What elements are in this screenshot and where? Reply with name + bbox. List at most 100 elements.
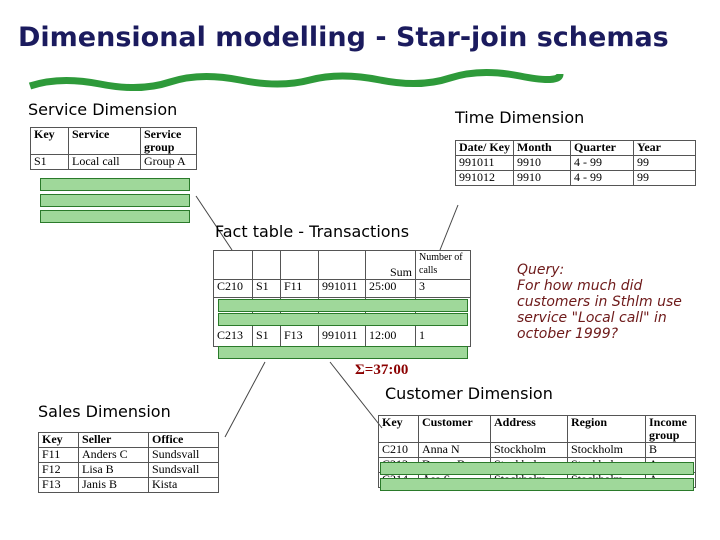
header-cell: Office <box>148 432 219 448</box>
header-cell: Seller <box>78 432 149 448</box>
connector <box>195 195 233 251</box>
header-cell <box>213 250 253 280</box>
cell: 9910 <box>513 170 571 186</box>
connector <box>439 204 459 251</box>
header-cell: Quarter <box>570 140 634 156</box>
cell: Lisa B <box>78 462 149 478</box>
query-text: For how much did customers in Sthlm use … <box>517 278 682 342</box>
table-header: Key Customer Address Region Income group <box>378 415 696 443</box>
table-row: 991011 9910 4 - 99 99 <box>455 155 696 171</box>
header-cell: Key <box>378 415 419 443</box>
table-body: 991011 9910 4 - 99 99 991012 9910 4 - 99 99 <box>455 155 696 186</box>
header-cell: Service <box>68 127 141 155</box>
table-row: S1 Local call Group A <box>30 154 197 170</box>
cell: Kista <box>148 477 219 493</box>
header-row: Key Customer Address Region Income group <box>378 415 696 443</box>
header-row: Date/ Key Month Quarter Year <box>455 140 696 156</box>
table-row: F13 Janis B Kista <box>38 477 219 493</box>
table-header: Date/ Key Month Quarter Year <box>455 140 696 156</box>
time-table: Date/ Key Month Quarter Year 991011 9910 4 - 9… <box>455 140 696 186</box>
connector <box>329 361 383 429</box>
total: Σ=37:00 <box>355 362 409 378</box>
header-cell: Key <box>38 432 79 448</box>
cell: F11 <box>38 447 79 463</box>
cell: 99 <box>633 155 696 171</box>
table-row: 991012 9910 4 - 99 99 <box>455 170 696 186</box>
cell: Stockholm <box>490 442 568 458</box>
header-row: Key Service Service group <box>30 127 197 155</box>
header-row: Sum Number of calls <box>213 250 471 280</box>
table-header: Key Seller Office <box>38 432 219 448</box>
cell: S1 <box>30 154 69 170</box>
cell: F13 <box>38 477 79 493</box>
header-cell: Date/ Key <box>455 140 514 156</box>
header-cell <box>252 250 281 280</box>
table-row: F12 Lisa B Sundsvall <box>38 462 219 478</box>
cell: S1 <box>252 279 281 298</box>
label: Sales Dimension <box>38 402 171 421</box>
cell: 3 <box>415 279 471 298</box>
cell: 991011 <box>318 279 366 298</box>
hidden-row <box>380 462 694 475</box>
query: Query: For how much did customers in Sth… <box>517 262 717 342</box>
header-row: Key Seller Office <box>38 432 219 448</box>
header-cell: Key <box>30 127 69 155</box>
connector <box>224 361 266 438</box>
header-cell: Sum <box>365 250 416 280</box>
cell: C210 <box>378 442 419 458</box>
table-row: C210 S1 F11 991011 25:00 3 <box>213 279 471 298</box>
hidden-row <box>218 313 468 326</box>
cell: 991012 <box>455 170 514 186</box>
cell: Anna N <box>418 442 491 458</box>
label: Fact table - Transactions <box>215 222 410 241</box>
cell: F12 <box>38 462 79 478</box>
cell: B <box>645 442 696 458</box>
label: Time Dimension <box>455 108 585 127</box>
cell: Stockholm <box>567 442 646 458</box>
header-cell: Income group <box>645 415 696 443</box>
header-cell: Month <box>513 140 571 156</box>
cell: Sundsvall <box>148 447 219 463</box>
cell: 9910 <box>513 155 571 171</box>
header-cell <box>318 250 366 280</box>
service-table: Key Service Service group S1 Local call Group… <box>30 127 197 170</box>
hidden-row <box>218 346 468 359</box>
hidden-row <box>40 210 190 223</box>
hidden-row <box>40 178 190 191</box>
cell: 99 <box>633 170 696 186</box>
hidden-row <box>40 194 190 207</box>
table-header: Key Service Service group <box>30 127 197 155</box>
slide-title: Dimensional modelling - Star-join schema… <box>18 22 669 53</box>
table-row: F11 Anders C Sundsvall <box>38 447 219 463</box>
cell: 991011 <box>455 155 514 171</box>
header-cell: Customer <box>418 415 491 443</box>
sales-table: Key Seller Office F11 Anders C Sundsvall F12 Li… <box>38 432 219 493</box>
cell: Sundsvall <box>148 462 219 478</box>
cell: 25:00 <box>365 279 416 298</box>
title-swoosh <box>28 68 564 92</box>
header-cell: Year <box>633 140 696 156</box>
table-row: C210 Anna N Stockholm Stockholm B <box>378 442 696 458</box>
table-body: S1 Local call Group A <box>30 154 197 170</box>
cell: Local call <box>68 154 141 170</box>
label: Service Dimension <box>28 100 178 119</box>
cell: Anders C <box>78 447 149 463</box>
header-cell <box>280 250 319 280</box>
hidden-row <box>380 478 694 491</box>
cell: F11 <box>280 279 319 298</box>
table-body: F11 Anders C Sundsvall F12 Lisa B Sundsvall F1… <box>38 447 219 493</box>
header-cell: Address <box>490 415 568 443</box>
header-cell: Service group <box>140 127 197 155</box>
header-cell: Number of calls <box>415 250 471 280</box>
table-header: Sum Number of calls <box>213 250 471 280</box>
header-cell: Region <box>567 415 646 443</box>
cell: C210 <box>213 279 253 298</box>
cell: Group A <box>140 154 197 170</box>
hidden-row <box>218 299 468 312</box>
cell: 4 - 99 <box>570 170 634 186</box>
cell: 4 - 99 <box>570 155 634 171</box>
cell: Janis B <box>78 477 149 493</box>
label: Customer Dimension <box>385 384 553 403</box>
query-heading: Query: <box>517 262 565 278</box>
